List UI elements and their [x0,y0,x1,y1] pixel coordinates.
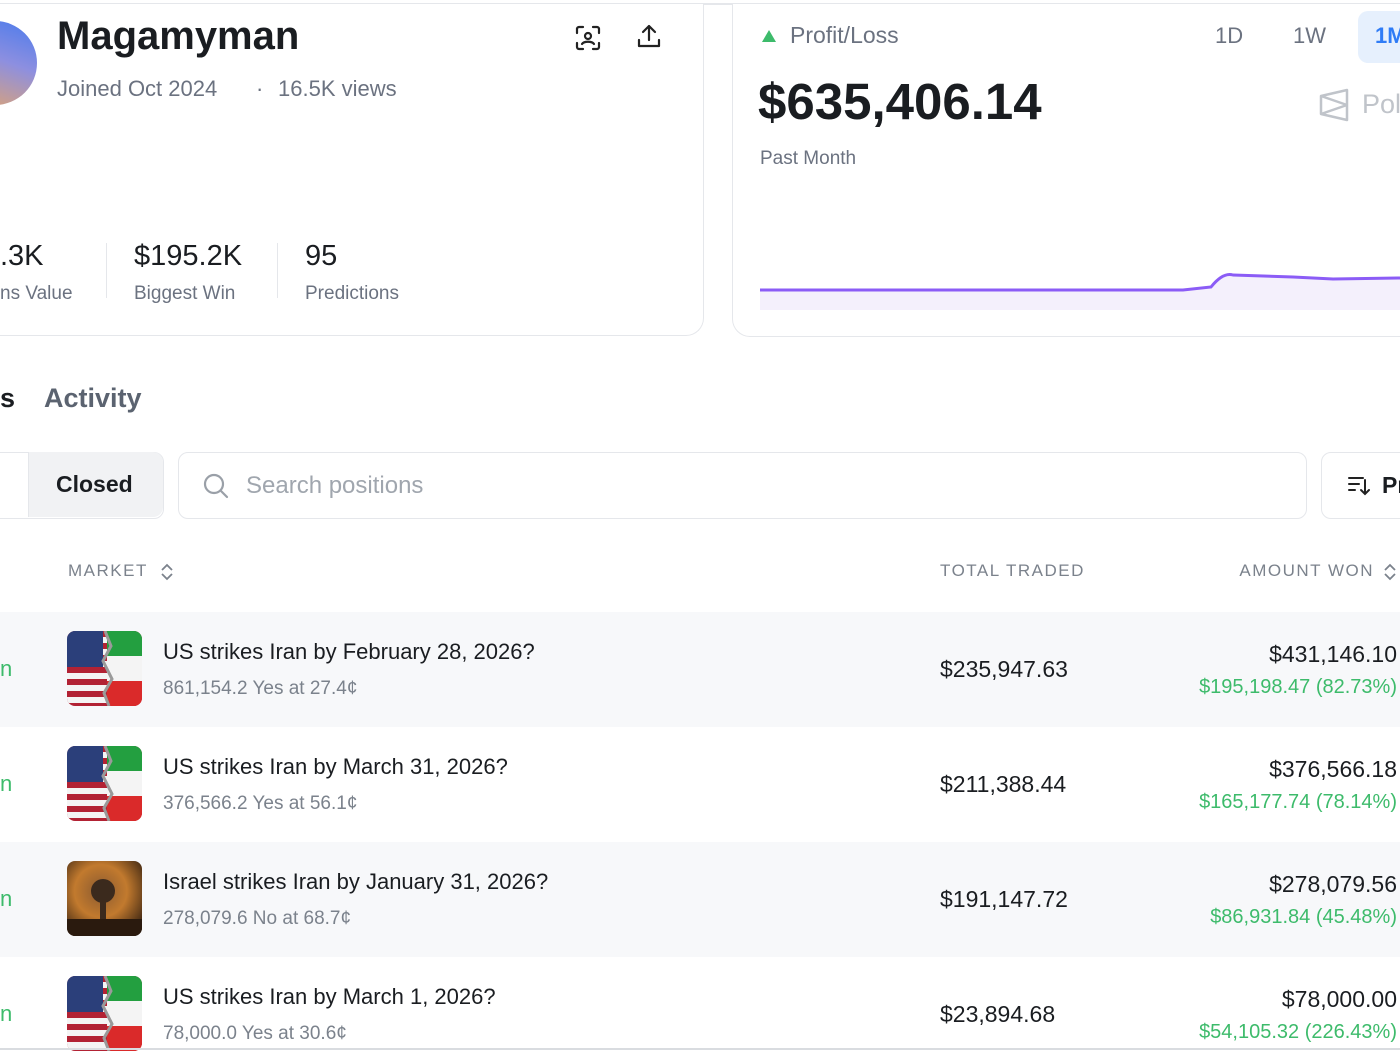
range-button[interactable]: 1M [1375,23,1400,48]
closed-tab[interactable]: Closed [56,471,133,497]
search-placeholder: Search positions [246,472,424,499]
joined-date: Joined Oct 2024 [57,76,218,101]
table-row[interactable]: n US strikes Iran by March 31, 2026? 376,5… [0,727,1400,842]
thumbnail-image [67,746,142,821]
up-indicator [762,30,776,42]
result-status: n [0,1001,13,1026]
sparkline-line [760,273,1400,292]
divider [277,243,278,298]
thumbnail-image [67,861,142,936]
column-header[interactable]: MARKET [68,561,148,580]
market-title: US strikes Iran by March 1, 2026? [163,984,496,1009]
market-thumbnail [67,976,142,1051]
table-row[interactable]: n US strikes Iran by March 1, 2026? 78,000… [0,957,1400,1051]
total-traded: $211,388.44 [940,771,1067,797]
position-detail: 78,000.0 Yes at 30.6¢ [163,1023,347,1044]
sort-arrows [161,563,173,581]
thumbnail-image [67,976,142,1051]
stat-value: $195.2K [134,240,243,272]
amount-won: $278,079.56 [1269,871,1397,897]
brand-logo [1319,88,1349,122]
sort-button[interactable] [1321,452,1400,519]
stat-label: Predictions [305,283,399,304]
market-thumbnail [67,861,142,936]
column-header: TOTAL TRADED [940,561,1085,580]
tab[interactable]: s [0,383,16,413]
stat-value: .3K [0,240,44,272]
share-button[interactable] [635,23,663,51]
pnl-period: Past Month [760,148,857,169]
range-button[interactable]: 1D [1215,23,1244,48]
market-title: Israel strikes Iran by January 31, 2026? [163,869,549,894]
stat-value: 95 [305,240,338,272]
total-traded: $191,147.72 [940,886,1068,912]
search-icon [203,473,229,499]
pnl-label: Profit/Loss [790,22,899,48]
pnl-amount: $635,406.14 [758,73,1042,130]
result-status: n [0,886,13,911]
closed-tab-bg [28,452,163,517]
sort-icon [1348,477,1370,496]
range-selected-bg [1358,11,1400,63]
divider [106,243,107,298]
column-header[interactable]: AMOUNT WON [1239,561,1374,580]
market-thumbnail [67,746,142,821]
position-detail: 861,154.2 Yes at 27.4¢ [163,678,358,699]
profit: $195,198.47 (82.73%) [1199,676,1397,698]
total-traded: $23,894.68 [940,1001,1056,1027]
position-detail: 376,566.2 Yes at 56.1¢ [163,793,358,814]
stat-label: ns Value [0,283,73,304]
profit: $86,931.84 (45.48%) [1210,906,1397,928]
profile-card [0,4,704,336]
market-title: US strikes Iran by March 31, 2026? [163,754,508,779]
bottom-border [0,1048,1400,1050]
profit: $54,105.32 (226.43%) [1199,1021,1397,1043]
pnl-sparkline [760,273,1400,310]
scan-button[interactable] [574,24,602,52]
sort-label[interactable]: Pr [1382,472,1400,498]
profit: $165,177.74 (78.14%) [1199,791,1397,813]
sparkline-area [760,274,1400,310]
stat-label: Biggest Win [134,283,236,304]
amount-won: $431,146.10 [1269,641,1397,667]
view-count: 16.5K views [278,76,397,101]
market-thumbnail [67,631,142,706]
range-button[interactable]: 1W [1293,23,1326,48]
amount-won: $376,566.18 [1269,756,1397,782]
profile-name: Magamyman [57,14,300,58]
table-row[interactable]: n Israel strikes Iran by January 31, 2026… [0,842,1400,957]
amount-won: $78,000.00 [1281,986,1397,1012]
brand-name: Pol [1362,89,1400,119]
result-status: n [0,771,13,796]
total-traded: $235,947.63 [940,656,1068,682]
sort-arrows [1384,563,1396,581]
position-detail: 278,079.6 No at 68.7¢ [163,908,352,929]
search-box[interactable] [178,452,1307,519]
separator-dot: · [256,76,264,101]
tab[interactable]: Activity [44,383,142,413]
market-title: US strikes Iran by February 28, 2026? [163,639,535,664]
thumbnail-image [67,631,142,706]
table-row[interactable]: n US strikes Iran by February 28, 2026? 86… [0,612,1400,727]
result-status: n [0,656,13,681]
